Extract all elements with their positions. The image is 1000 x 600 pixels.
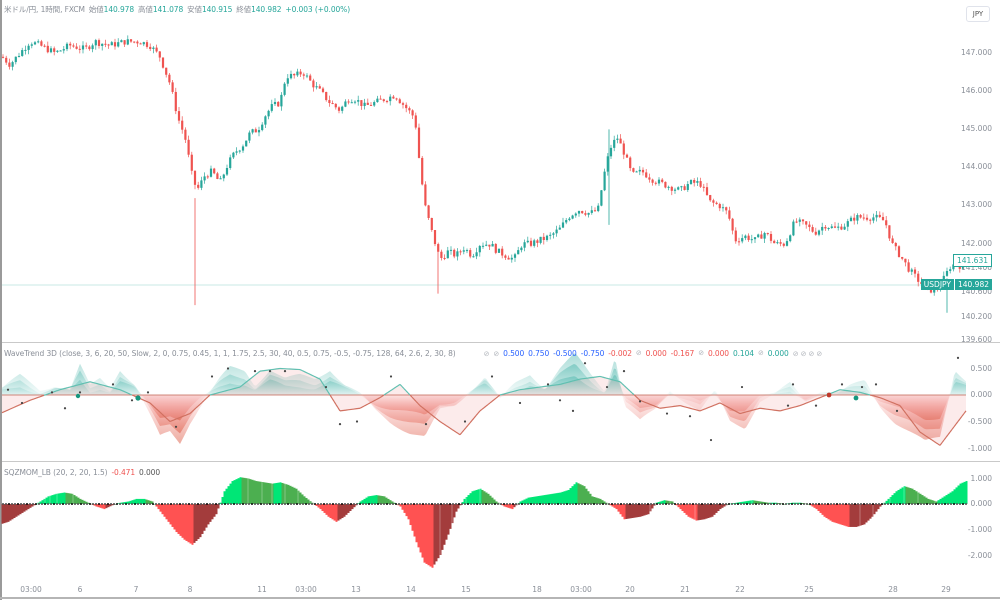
wavetrend-value: 0.750 — [528, 349, 550, 358]
low-label: 安値 — [187, 5, 202, 14]
time-tick-label: 7 — [133, 585, 139, 594]
time-tick-label: 6 — [77, 585, 83, 594]
time-tick-label: 21 — [680, 585, 690, 594]
axis-tick-label: 0.500 — [970, 364, 992, 373]
axis-tick-label: 1.000 — [970, 474, 992, 483]
last-price-value: 140.982 — [954, 279, 992, 290]
time-tick-label: 03:00 — [570, 585, 592, 594]
time-tick-label: 03:00 — [20, 585, 42, 594]
window-left-border — [0, 0, 2, 600]
wavetrend-legend: WaveTrend 3D (close, 3, 6, 20, 50, Slow,… — [4, 349, 822, 358]
wavetrend-value: -0.002 — [608, 349, 632, 358]
wavetrend-values: 0.500 0.750 -0.500 -0.750 -0.002 ⊘ 0.000 -0.167… — [503, 349, 789, 358]
close-label: 終値 — [236, 5, 252, 14]
close-value: 140.982 — [251, 5, 282, 14]
axis-tick-label: 139.600 — [960, 335, 992, 344]
axis-tick-label: 143.000 — [960, 200, 992, 209]
wavetrend-value: -0.500 — [553, 349, 577, 358]
axis-tick-label: 147.000 — [960, 48, 992, 57]
high-value: 141.078 — [152, 5, 184, 14]
time-tick-label: 8 — [187, 585, 193, 594]
axis-tick-label: -1.000 — [967, 525, 992, 534]
time-tick-label: 11 — [257, 585, 267, 594]
open-value: 140.978 — [103, 5, 134, 14]
axis-tick-label: 142.000 — [960, 239, 992, 248]
axis-tick-label: 141.400 — [960, 263, 992, 272]
sqzmom-value-2: 0.000 — [139, 468, 161, 477]
axis-tick-label: 0.000 — [970, 499, 992, 508]
symbol-name[interactable]: 米ドル/円, 1時間, FXCM — [4, 5, 85, 14]
time-tick-label: 14 — [406, 585, 416, 594]
pane-divider-1[interactable] — [2, 342, 1000, 343]
currency-button[interactable]: JPY — [966, 6, 990, 22]
axis-tick-label: 145.000 — [960, 124, 992, 133]
time-tick-label: 13 — [351, 585, 361, 594]
change-value: +0.003 (+0.00%) — [285, 5, 351, 14]
sqzmom-value-1: -0.471 — [111, 468, 136, 477]
time-tick-label: 18 — [532, 585, 542, 594]
bottom-border — [0, 597, 1000, 599]
axis-tick-label: 146.000 — [960, 86, 992, 95]
time-tick-label: 28 — [888, 585, 898, 594]
axis-tick-label: 0.000 — [970, 390, 992, 399]
time-tick-label: 22 — [735, 585, 745, 594]
pane-divider-2[interactable] — [2, 461, 1000, 462]
last-price-tag: USDJPY 140.982 — [920, 279, 992, 290]
circle-slash-icon: ⊘ — [757, 349, 764, 357]
axis-tick-label: 140.200 — [960, 312, 992, 321]
circle-slash-icon: ⊘ — [698, 349, 704, 357]
wavetrend-value: 0.104 — [732, 349, 754, 358]
high-label: 高値 — [138, 5, 153, 14]
price-legend: 米ドル/円, 1時間, FXCM 始値140.978 高値141.078 安値1… — [4, 4, 350, 15]
wavetrend-title[interactable]: WaveTrend 3D (close, 3, 6, 20, 50, Slow,… — [4, 349, 456, 358]
wavetrend-value: 0.000 — [767, 349, 789, 358]
axis-tick-label: -1.000 — [967, 444, 992, 453]
wavetrend-value: 0.500 — [503, 349, 525, 358]
wavetrend-value: -0.167 — [670, 349, 695, 358]
circle-slash-icon: ⊘ — [493, 349, 500, 358]
axis-tick-label: -2.000 — [967, 551, 992, 560]
last-price-symbol: USDJPY — [920, 279, 954, 290]
wavetrend-value: -0.750 — [580, 349, 605, 358]
open-label: 始値 — [88, 5, 104, 14]
high-price-tag: 141.631 — [952, 254, 992, 267]
axis-tick-label: -0.500 — [967, 417, 992, 426]
wavetrend-value: 0.000 — [707, 349, 729, 358]
circle-slash-icon: ⊘ — [483, 349, 490, 358]
time-tick-label: 03:00 — [295, 585, 317, 594]
time-tick-label: 15 — [461, 585, 471, 594]
time-tick-label: 29 — [941, 585, 951, 594]
circle-slash-icon: ⊘ ⊘ ⊘ ⊘ — [792, 349, 823, 358]
candlestick-chart[interactable] — [0, 0, 1000, 342]
time-tick-label: 20 — [625, 585, 635, 594]
circle-slash-icon: ⊘ — [635, 349, 642, 357]
sqzmom-title[interactable]: SQZMOM_LB (20, 2, 20, 1.5) — [4, 468, 108, 477]
axis-tick-label: 144.000 — [960, 162, 992, 171]
time-tick-label: 25 — [804, 585, 814, 594]
wavetrend-value: 0.000 — [645, 349, 667, 358]
sqzmom-legend: SQZMOM_LB (20, 2, 20, 1.5) -0.471 0.000 — [4, 468, 160, 477]
axis-tick-label: 140.600 — [960, 287, 992, 296]
low-value: 140.915 — [201, 5, 233, 14]
